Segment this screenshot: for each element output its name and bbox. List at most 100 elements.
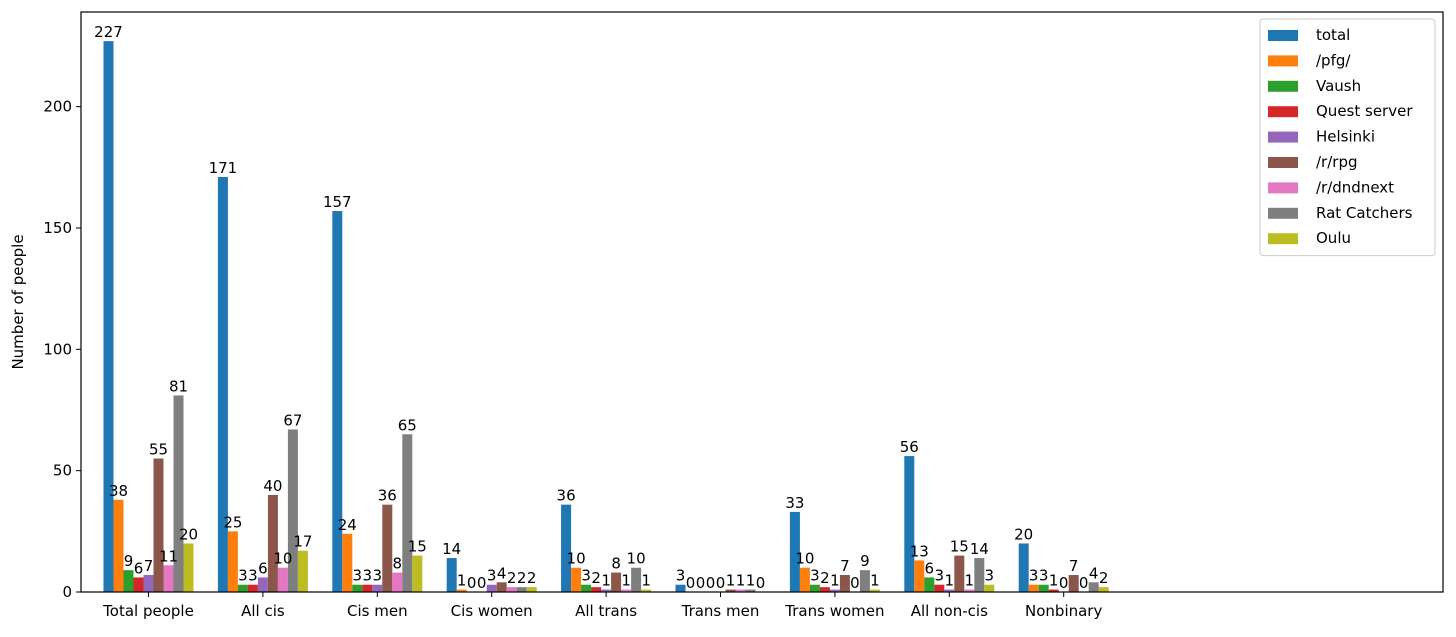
bar-value-label: 3	[373, 567, 383, 585]
bar	[914, 560, 925, 592]
bar	[183, 543, 194, 592]
bar	[725, 589, 736, 592]
bar-value-label: 9	[860, 552, 870, 570]
bar-value-label: 3	[676, 567, 686, 585]
legend-label: Vaush	[1316, 77, 1361, 95]
bar-value-label: 8	[611, 555, 621, 573]
bar	[446, 558, 457, 592]
bar	[1018, 543, 1029, 592]
bar-value-label: 3	[487, 567, 497, 585]
legend-swatch	[1268, 207, 1298, 219]
bar	[456, 589, 467, 592]
x-tick-label: Cis women	[451, 602, 533, 620]
bar-value-label: 0	[756, 574, 766, 592]
bar	[153, 458, 164, 592]
bar-value-label: 36	[378, 487, 397, 505]
bar	[675, 584, 686, 592]
bar-value-label: 3	[985, 567, 995, 585]
bar	[571, 567, 582, 592]
bar-value-label: 3	[935, 567, 945, 585]
bar	[173, 395, 184, 592]
bar-value-label: 3	[363, 567, 373, 585]
bar	[964, 589, 975, 592]
bar-value-label: 67	[283, 411, 302, 429]
bar	[163, 565, 174, 592]
legend-label: Oulu	[1316, 229, 1351, 247]
bar	[227, 531, 238, 592]
bar	[839, 575, 850, 592]
bar-value-label: 24	[338, 516, 357, 534]
bar	[352, 584, 363, 592]
bar-value-label: 0	[1079, 574, 1089, 592]
bar-value-label: 3	[581, 567, 591, 585]
bar-value-label: 55	[149, 441, 168, 459]
bar	[641, 589, 652, 592]
legend-label: Rat Catchers	[1316, 204, 1413, 222]
bar-value-label: 0	[716, 574, 726, 592]
bar-value-label: 3	[1039, 567, 1049, 585]
bar-value-label: 0	[706, 574, 716, 592]
legend-swatch	[1268, 106, 1298, 118]
bar-value-label: 1	[945, 572, 955, 590]
bar-value-label: 0	[696, 574, 706, 592]
bar	[1048, 589, 1059, 592]
legend-label: /r/rpg	[1316, 153, 1357, 171]
legend-swatch	[1268, 233, 1298, 245]
bar-value-label: 1	[965, 572, 975, 590]
bar	[924, 577, 935, 592]
bar	[123, 570, 134, 592]
bar-value-label: 9	[124, 552, 134, 570]
bar	[247, 584, 258, 592]
bar-value-label: 33	[785, 494, 804, 512]
x-tick-label: Trans women	[784, 602, 884, 620]
bar	[974, 558, 985, 592]
bar	[402, 434, 413, 592]
bar	[362, 584, 373, 592]
bar	[735, 589, 746, 592]
x-tick-label: Total people	[102, 602, 194, 620]
legend-label: /r/dndnext	[1316, 178, 1394, 196]
bars-layer	[103, 41, 1109, 593]
legend-swatch	[1268, 157, 1298, 168]
bar	[1068, 575, 1079, 592]
bar-value-label: 14	[442, 540, 461, 558]
bar	[621, 589, 632, 592]
bar-value-label: 10	[273, 550, 292, 568]
bar-value-label: 0	[850, 574, 860, 592]
bar	[789, 511, 800, 592]
bar	[1038, 584, 1049, 592]
bar	[516, 587, 527, 592]
bar	[143, 575, 154, 592]
legend-swatch	[1268, 182, 1298, 194]
bar	[561, 504, 572, 592]
bar-value-label: 1	[746, 572, 756, 590]
bar-value-label: 227	[94, 23, 123, 41]
bar-value-label: 14	[970, 540, 989, 558]
plot-frame	[80, 11, 1444, 593]
y-axis-label: Number of people	[9, 234, 27, 369]
bar-value-label: 7	[144, 557, 154, 575]
bar-value-label: 171	[209, 159, 238, 177]
bar	[799, 567, 810, 592]
bar-value-label: 81	[169, 377, 188, 395]
bar-value-label: 6	[134, 559, 144, 577]
bar	[297, 550, 308, 592]
bar	[412, 555, 423, 592]
bar-value-label: 0	[686, 574, 696, 592]
bar	[342, 533, 353, 592]
bar-value-label: 11	[159, 547, 178, 565]
bar	[904, 456, 915, 592]
bar-value-label: 20	[1014, 525, 1033, 543]
bar	[984, 584, 995, 592]
bar	[631, 567, 642, 592]
legend-label: Quest server	[1316, 102, 1413, 120]
bar	[237, 584, 248, 592]
bar-value-label: 15	[950, 538, 969, 556]
bar-value-label: 65	[398, 416, 417, 434]
bar-value-label: 7	[1069, 557, 1079, 575]
bar-value-label: 1	[601, 572, 611, 590]
bar	[954, 555, 965, 592]
bar	[257, 577, 268, 592]
